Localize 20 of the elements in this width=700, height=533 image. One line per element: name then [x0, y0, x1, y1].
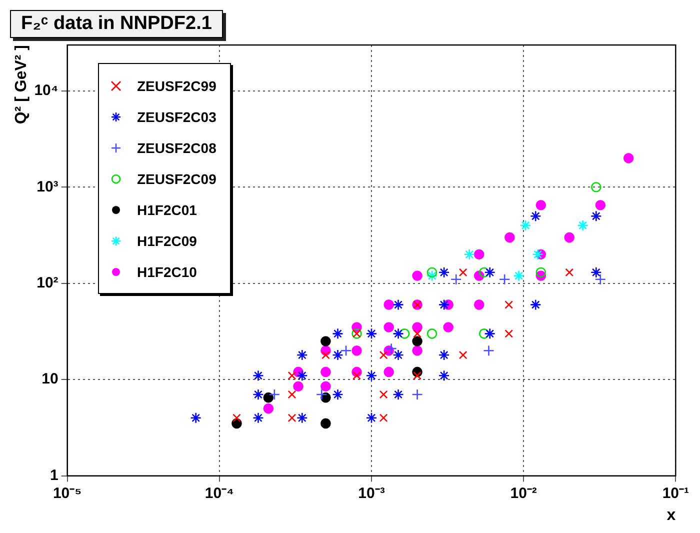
- legend-label: ZEUSF2C09: [137, 170, 216, 186]
- y-tick-label: 10²: [36, 274, 58, 292]
- y-tick-label: 10³: [36, 178, 58, 196]
- legend-label: ZEUSF2C08: [137, 140, 216, 156]
- x-tick-label: 10⁻²: [510, 484, 537, 502]
- y-tick-label: 10⁴: [34, 82, 58, 100]
- chart-title: F₂ᶜ data in NNPDF2.1: [10, 10, 223, 38]
- y-axis-title: Q² [ GeV² ]: [13, 45, 30, 124]
- x-tick-label: 10⁻¹: [662, 484, 690, 502]
- y-tick-label: 10: [42, 370, 58, 388]
- x-tick-label: 10⁻⁴: [204, 484, 234, 502]
- legend-label: ZEUSF2C03: [137, 108, 216, 124]
- x-axis-title: x: [666, 506, 676, 524]
- legend-label: H1F2C09: [137, 232, 197, 248]
- y-tick-label: 1: [50, 466, 58, 484]
- legend-label: H1F2C10: [137, 264, 197, 280]
- legend-label: H1F2C01: [137, 202, 197, 218]
- x-tick-label: 10⁻³: [358, 484, 385, 502]
- x-tick-label: 10⁻⁵: [52, 484, 82, 502]
- legend-label: ZEUSF2C99: [137, 78, 216, 94]
